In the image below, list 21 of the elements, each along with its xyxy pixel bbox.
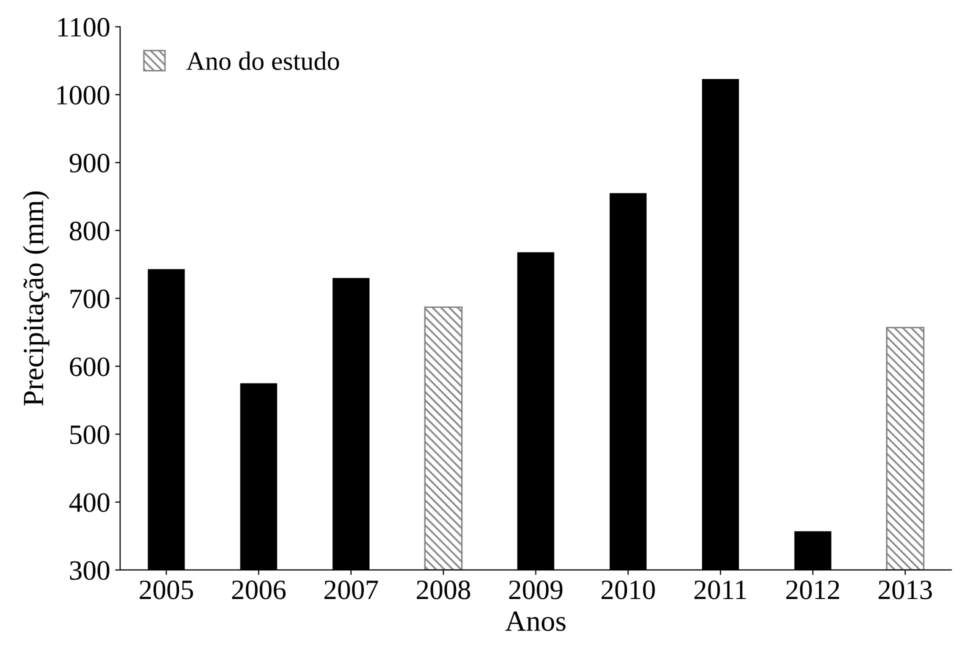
y-tick-label: 700: [70, 290, 110, 308]
y-tick-label: 400: [69, 493, 110, 512]
y-tick-label: 800: [70, 222, 110, 240]
y-tick-label: 600: [70, 357, 110, 376]
x-tick-label: 2013: [878, 580, 932, 600]
x-tick-label: 2009: [509, 580, 562, 600]
x-tick-label: 2008: [416, 580, 470, 600]
x-tick-label: 2012: [786, 580, 840, 600]
x-tick-label: 2006: [232, 580, 286, 600]
x-tick-label: 2010: [602, 580, 655, 600]
legend-label: Ano do estudo: [186, 51, 340, 70]
y-tick-label: 900: [70, 154, 110, 172]
x-tick-label: 2005: [140, 580, 193, 600]
y-tick-label: 1000: [57, 86, 110, 105]
x-tick-label: 2011: [694, 580, 746, 600]
y-axis-title: Precipitação (mm): [22, 192, 50, 406]
x-tick-label: 2007: [324, 580, 378, 600]
x-axis-title: Anos: [505, 611, 566, 631]
y-tick-label: 1100: [58, 18, 110, 37]
y-tick-label: 300: [70, 561, 110, 580]
y-tick-label: 500: [70, 425, 110, 444]
